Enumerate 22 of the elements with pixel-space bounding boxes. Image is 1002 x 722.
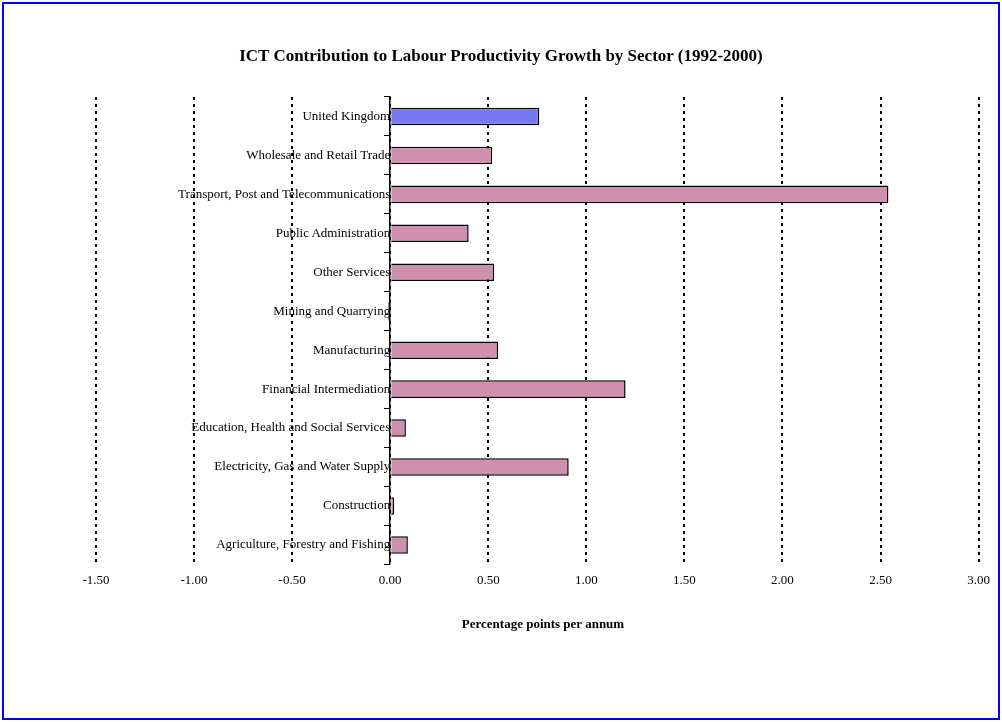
y-tick-label: Manufacturing bbox=[312, 341, 391, 357]
x-tick-label: 0.50 bbox=[476, 571, 500, 587]
y-tick-label: Transport, Post and Telecommunications bbox=[178, 185, 391, 201]
y-tick-label: Mining and Quarrying bbox=[273, 302, 391, 318]
x-tick-label: 2.50 bbox=[869, 571, 892, 587]
x-tick-label: -1.00 bbox=[180, 571, 208, 587]
x-tick-label: 0.00 bbox=[378, 571, 402, 587]
y-tick-label: Financial Intermediation bbox=[262, 380, 391, 396]
y-tick-label: Construction bbox=[323, 497, 391, 513]
y-tick-label: Agriculture, Forestry and Fishing bbox=[216, 536, 391, 552]
x-tick-label: -0.50 bbox=[278, 571, 306, 587]
x-tick-label: 3.00 bbox=[967, 571, 990, 587]
x-tick-label: 1.00 bbox=[574, 571, 598, 587]
x-tick-label: -1.50 bbox=[82, 571, 110, 587]
x-tick-label: 2.00 bbox=[771, 571, 794, 587]
x-axis-title: Percentage points per annum bbox=[460, 616, 626, 632]
y-tick-label: Public Administration bbox=[275, 224, 391, 240]
y-tick-label: United Kingdom bbox=[302, 107, 391, 123]
y-tick-label: Wholesale and Retail Trade bbox=[246, 146, 391, 162]
x-tick-label: 1.50 bbox=[673, 571, 696, 587]
chart-title: ICT Contribution to Labour Productivity Growth by Sector (1992-2000) bbox=[238, 46, 764, 66]
y-tick-label: Other Services bbox=[313, 263, 391, 279]
